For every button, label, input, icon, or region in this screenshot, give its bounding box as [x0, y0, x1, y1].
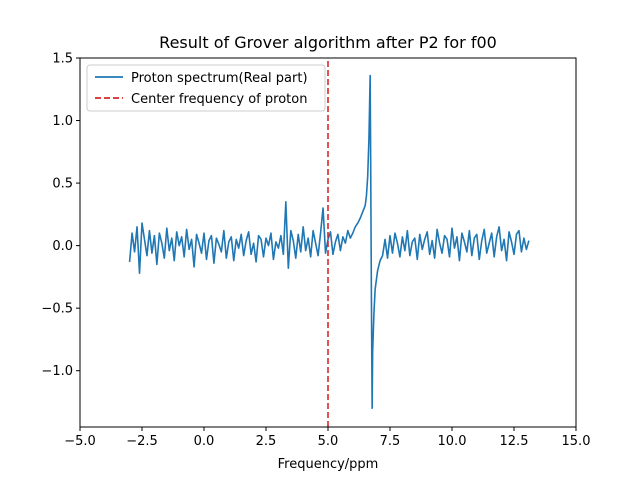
x-tick-label: 10.0: [438, 434, 467, 449]
x-axis-label: Frequency/ppm: [278, 457, 379, 472]
y-tick-label: −1.0: [41, 364, 73, 379]
legend-entry-1: Proton spectrum(Real part): [131, 71, 308, 86]
y-tick-label: 0.5: [52, 177, 73, 192]
chart-title: Result of Grover algorithm after P2 for …: [159, 33, 497, 52]
legend-entry-2: Center frequency of proton: [131, 92, 307, 107]
axes-frame: [79, 57, 577, 428]
x-tick-label: 2.5: [256, 434, 277, 449]
x-tick-label: 5.0: [318, 434, 339, 449]
x-tick-label: 15.0: [562, 434, 591, 449]
series-line-1: [128, 74, 530, 410]
legend-box: [86, 64, 326, 112]
y-tick-label: 1.5: [52, 52, 73, 67]
y-tick-label: −0.5: [41, 302, 73, 317]
x-tick-label: 7.5: [380, 434, 401, 449]
legend: Proton spectrum(Real part) Center frequen…: [86, 64, 326, 112]
x-axis: −5.0 −2.5 0.0 2.5 5.0 7.5 10.0 12.5 15.0: [64, 427, 590, 449]
y-tick-label: 0.0: [52, 239, 73, 254]
x-tick-label: 12.5: [500, 434, 529, 449]
y-tick-label: 1.0: [52, 114, 73, 129]
y-axis: −1.0 −0.5 0.0 0.5 1.0 1.5: [41, 52, 80, 379]
plot-area: [128, 58, 530, 427]
x-tick-label: −5.0: [64, 434, 96, 449]
x-tick-label: 0.0: [194, 434, 215, 449]
x-tick-label: −2.5: [126, 434, 158, 449]
